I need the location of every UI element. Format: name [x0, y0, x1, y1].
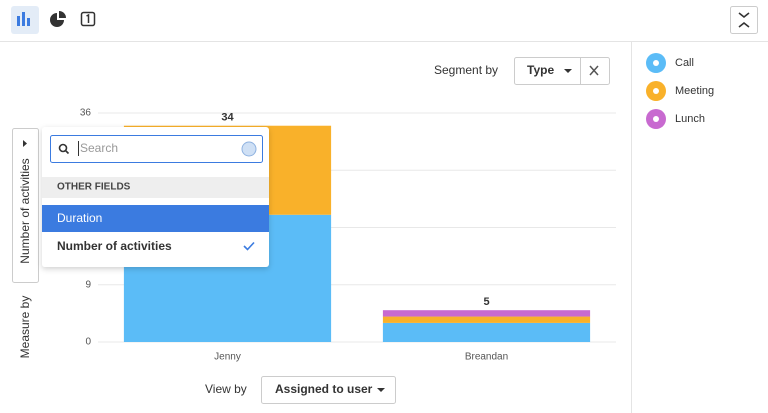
legend-label: Lunch — [675, 113, 705, 125]
option-highlight[interactable] — [42, 205, 269, 232]
view-by-select[interactable] — [261, 376, 396, 404]
measure-dropdown — [42, 127, 269, 267]
legend-glyph — [653, 88, 659, 94]
x-tick-label: Jenny — [214, 352, 241, 363]
dropdown-section: OTHER FIELDS — [57, 182, 131, 193]
y-tick-label: 0 — [85, 337, 91, 348]
scorecard-button[interactable] — [80, 11, 96, 27]
legend-label: Meeting — [675, 85, 714, 97]
legend-item: Call — [646, 53, 694, 73]
y-axis-select[interactable] — [12, 128, 39, 283]
bar-chart-button[interactable] — [11, 6, 39, 34]
segment-by-select[interactable] — [514, 57, 610, 85]
measure-by-label: Measure by — [18, 296, 32, 359]
search-placeholder[interactable]: Search — [80, 141, 118, 155]
legend-glyph — [653, 116, 659, 122]
bar-segment — [382, 316, 591, 323]
bar-segment — [382, 322, 591, 342]
legend-glyph — [653, 60, 659, 66]
bar-segment — [382, 310, 591, 317]
y-axis-label: Number of activities — [18, 158, 32, 263]
dropdown-option[interactable]: Number of activities — [57, 239, 172, 253]
total-label: 5 — [483, 296, 489, 308]
y-tick-label: 36 — [80, 108, 92, 119]
legend-label: Call — [675, 57, 694, 69]
segment-by-label: Segment by — [434, 63, 498, 77]
dropdown-option[interactable]: Duration — [57, 211, 102, 225]
view-by-label: View by — [205, 382, 247, 396]
y-tick-label: 9 — [85, 279, 91, 290]
total-label: 34 — [221, 112, 234, 124]
legend-item: Meeting — [646, 81, 714, 101]
view-by-value: Assigned to user — [275, 382, 373, 396]
x-tick-label: Breandan — [465, 352, 508, 363]
legend-item: Lunch — [646, 109, 705, 129]
collapse-button[interactable] — [730, 6, 758, 34]
segment-by-value: Type — [527, 63, 554, 77]
pie-chart-button[interactable] — [50, 11, 66, 27]
